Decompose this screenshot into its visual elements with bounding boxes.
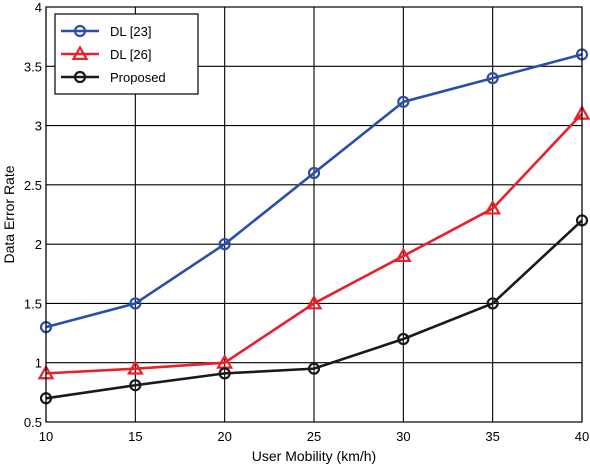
x-tick-label: 15 — [128, 429, 142, 444]
y-tick-label: 1 — [35, 356, 42, 371]
series-line — [45, 53, 583, 329]
tick-labels: 10 15 20 25 30 35 40 0.5 1 1.5 2 2.5 3 3.5 4 — [24, 0, 589, 444]
y-tick-label: 2 — [35, 237, 42, 252]
data-point — [484, 199, 502, 215]
data-point — [129, 379, 142, 392]
legend-item: DL [23] — [61, 24, 151, 39]
x-tick-label: 40 — [575, 429, 589, 444]
data-point — [397, 95, 410, 108]
data-point — [218, 238, 231, 251]
data-point — [307, 166, 321, 180]
legend-marker — [71, 45, 89, 60]
legend: DL [23] DL [26] Proposed — [54, 13, 199, 95]
x-tick-label: 35 — [485, 429, 499, 444]
legend-item: Proposed — [61, 70, 166, 85]
x-axis-label: User Mobility (km/h) — [252, 448, 376, 464]
data-point — [394, 247, 412, 262]
legend-label: Proposed — [110, 70, 166, 85]
data-point — [305, 294, 323, 310]
y-axis-label: Data Error Rate — [1, 165, 17, 263]
series-line — [45, 112, 583, 375]
x-tick-label: 20 — [217, 429, 231, 444]
data-point — [129, 297, 142, 310]
y-tick-label: 4 — [35, 0, 42, 15]
data-point — [486, 72, 499, 85]
legend-marker — [73, 70, 87, 84]
series-2 — [39, 214, 589, 405]
plot-frame — [45, 6, 583, 423]
y-tick-label: 3.5 — [24, 59, 42, 74]
legend-item: DL [26] — [61, 45, 151, 62]
data-point — [126, 359, 144, 375]
y-tick-label: 0.5 — [24, 415, 42, 430]
legend-label: DL [26] — [110, 47, 151, 62]
data-point — [307, 362, 321, 375]
legend-marker — [73, 24, 87, 38]
x-tick-label: 10 — [39, 429, 53, 444]
data-point — [218, 367, 231, 380]
data-point — [486, 297, 499, 310]
series-line — [45, 219, 583, 400]
series-group — [37, 48, 590, 405]
y-tick-label: 3 — [35, 119, 42, 134]
x-tick-label: 30 — [396, 429, 410, 444]
data-point — [397, 332, 410, 346]
y-tick-label: 2.5 — [24, 178, 42, 193]
legend-label: DL [23] — [110, 24, 151, 39]
x-tick-label: 25 — [307, 429, 321, 444]
y-tick-label: 1.5 — [24, 296, 42, 311]
